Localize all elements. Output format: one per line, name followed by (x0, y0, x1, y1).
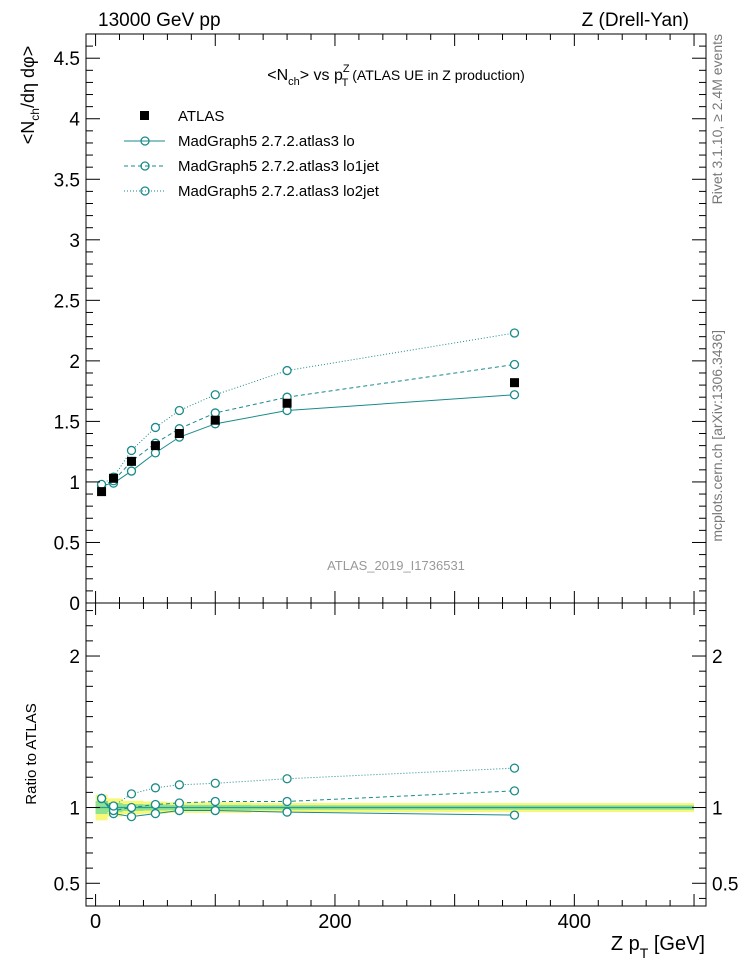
series-point-2 (509, 328, 520, 338)
data-point (126, 456, 136, 466)
y-tick-label: 4.5 (54, 49, 80, 70)
ratio-series-point-1 (282, 796, 292, 807)
y-tick-label: 1 (69, 473, 80, 494)
header-left: 13000 GeV pp (98, 10, 221, 31)
ratio-series-point-0 (150, 808, 161, 819)
ratio-series-point-2 (282, 774, 292, 784)
ratio-frame (85, 602, 707, 907)
ratio-y-tick-label-right: 1 (712, 799, 723, 820)
series-point-2 (126, 445, 137, 456)
ratio-y-axis-label: Ratio to ATLAS (23, 703, 40, 804)
series-point-2 (210, 390, 220, 400)
legend-marker-atlas (140, 111, 149, 120)
ratio-series-point-2 (509, 763, 520, 773)
legend-label-atlas: ATLAS (178, 108, 224, 125)
ratio-series-point-1 (210, 796, 220, 807)
x-tick-label: 400 (558, 911, 591, 933)
ratio-series-line-2 (101, 767, 515, 807)
legend-marker-lo1jet (140, 161, 150, 171)
ratio-series-point-2 (150, 783, 161, 793)
ratio-series-point-2 (108, 801, 119, 811)
legend-marker-lo (140, 136, 150, 146)
x-tick-label: 200 (318, 911, 351, 933)
ratio-series-point-0 (210, 805, 220, 816)
ratio-series-point-1 (509, 786, 520, 796)
y-tick-label: 3.5 (54, 170, 80, 191)
x-axis-label: Z pT [GeV] (611, 933, 705, 961)
ratio-y-tick-label: 2 (69, 647, 80, 668)
ratio-series-line-1 (101, 790, 515, 812)
legend-label-lo1jet: MadGraph5 2.7.2.atlas3 lo1jet (178, 158, 380, 175)
legend: ATLAS MadGraph5 2.7.2.atlas3 lo MadGraph… (124, 108, 380, 200)
y-tick-label: 0.5 (54, 533, 80, 554)
ratio-series-point-2 (210, 778, 220, 788)
series-point-2 (150, 422, 161, 433)
ratio-y-tick-label-right: 2 (712, 647, 723, 668)
ratio-series-point-2 (174, 780, 185, 790)
legend-label-lo: MadGraph5 2.7.2.atlas3 lo (178, 133, 355, 150)
data-point (282, 398, 292, 408)
series-point-2 (282, 365, 292, 376)
y-tick-label: 3 (69, 231, 80, 252)
y-tick-label: 1.5 (54, 412, 80, 433)
data-point (150, 441, 160, 451)
header-right: Z (Drell-Yan) (582, 10, 689, 31)
y-tick-label: 4 (69, 110, 80, 131)
ratio-series-point-1 (174, 798, 185, 808)
series-point-0 (126, 466, 137, 476)
rivet-label: Rivet 3.1.10, ≥ 2.4M events (709, 34, 725, 204)
y-tick-label: 2.5 (54, 291, 80, 312)
series-point-1 (509, 359, 520, 370)
ratio-series-point-2 (126, 789, 137, 799)
series-point-2 (174, 405, 185, 416)
y-tick-label: 0 (69, 594, 80, 615)
x-tick-label: 0 (90, 911, 101, 933)
ratio-plot (96, 763, 520, 822)
ratio-series-point-1 (126, 802, 137, 813)
data-point (174, 429, 184, 439)
ratio-y-tick-label-right: 0.5 (712, 874, 738, 895)
ratio-series-point-2 (96, 793, 107, 804)
series-line-0 (101, 394, 515, 487)
ratio-y-tick-label: 1 (69, 799, 80, 820)
ratio-series-point-0 (126, 811, 137, 822)
ratio-y-tick-label: 0.5 (54, 874, 80, 895)
legend-marker-lo2jet (140, 186, 150, 196)
data-point (97, 487, 107, 497)
series-line-1 (101, 364, 515, 487)
y-axis-label: <Nch/dη dφ> (18, 46, 42, 144)
series-line-2 (101, 332, 515, 485)
main-plot (96, 328, 520, 497)
data-point (210, 415, 220, 425)
axes: 0 200 400 0 0.5 1 1.5 2 2.5 3 3.5 4 4.5 0.5 0.5 1 1 2 2 (54, 33, 738, 933)
ratio-series-point-1 (150, 799, 161, 810)
watermark: ATLAS_2019_I1736531 (327, 558, 465, 573)
ratio-uncertainty-band (95, 794, 695, 821)
series-point-0 (509, 390, 520, 400)
data-point (109, 473, 119, 483)
chart-title: <Nch> vs pZ T (ATLAS UE in Z production) (267, 63, 525, 89)
ratio-series-point-0 (174, 805, 185, 816)
y-tick-label: 2 (69, 352, 80, 373)
legend-label-lo2jet: MadGraph5 2.7.2.atlas3 lo2jet (178, 183, 380, 200)
ratio-series-point-0 (509, 810, 520, 820)
ratio-series-point-0 (282, 807, 292, 817)
mcplots-label: mcplots.cern.ch [arXiv:1306.3436] (709, 330, 725, 542)
data-point (509, 378, 519, 388)
